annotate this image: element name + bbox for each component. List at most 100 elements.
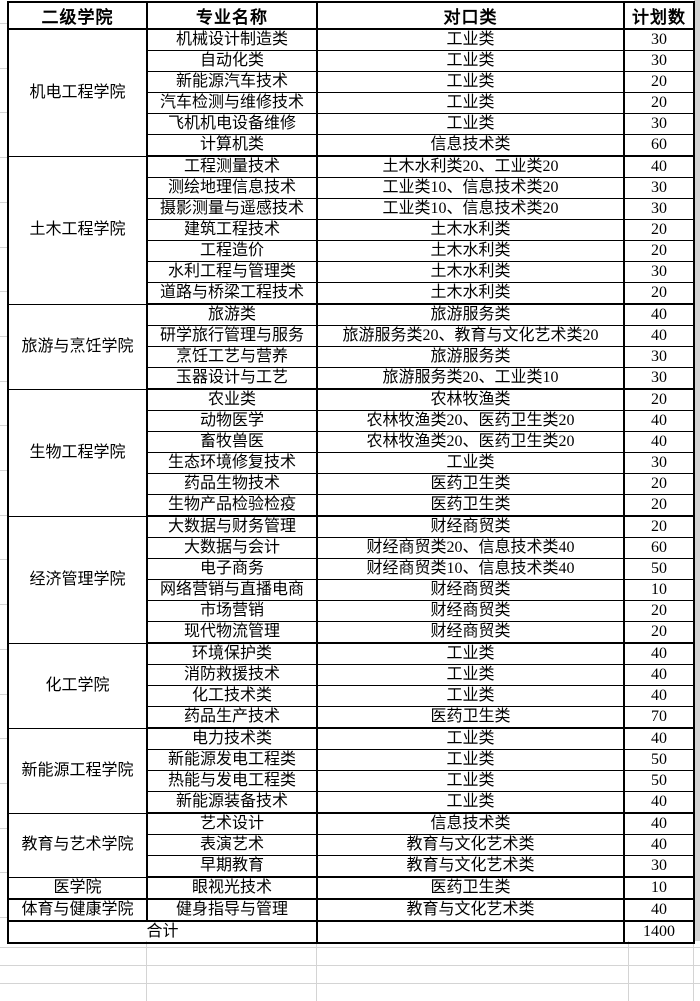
college-cell: 机电工程学院 <box>7 28 148 157</box>
table-row: 热能与发电工程类 工业类 50 <box>8 770 695 792</box>
table-row: 动物医学 农林牧渔类20、医药卫生类20 40 <box>8 410 695 432</box>
total-value-cell: 1400 <box>623 920 695 944</box>
category-cell: 旅游服务类20、工业类10 <box>316 367 625 390</box>
major-cell: 自动化类 <box>146 50 318 72</box>
table-row: 经济管理学院 大数据与财务管理 财经商贸类 20 <box>7 515 695 644</box>
plan-cell: 20 <box>623 92 695 114</box>
category-cell: 土木水利类20、工业类20 <box>316 155 625 178</box>
major-cell: 电子商务 <box>146 558 318 580</box>
table-row: 早期教育 教育与文化艺术类 30 <box>8 855 695 878</box>
gridline <box>0 425 7 426</box>
gridline <box>0 828 7 829</box>
gridline <box>0 604 7 605</box>
major-cell: 环境保护类 <box>146 642 318 665</box>
table-row: 汽车检测与维修技术 工业类 20 <box>8 92 695 114</box>
table-row: 药品生物技术 医药卫生类 20 <box>8 473 695 495</box>
gridline <box>0 917 7 918</box>
table-body: 机电工程学院 机械设计制造类 工业类 30 自动化类 工业类 30 新能源汽车技术 工业类 20 汽… <box>7 28 695 922</box>
enrollment-plan-table: 二级学院 专业名称 对口类 计划数 机电工程学院 机械设计制造类 工业类 30 自动化类… <box>7 1 695 944</box>
category-cell: 教育与文化艺术类 <box>316 898 625 922</box>
total-label-cell: 合计 <box>7 920 318 944</box>
table-row: 表演艺术 教育与文化艺术类 40 <box>8 834 695 856</box>
plan-cell: 10 <box>623 876 695 900</box>
category-cell: 旅游服务类20、教育与文化艺术类20 <box>316 325 625 347</box>
table-row: 飞机机电设备维修 工业类 30 <box>8 113 695 135</box>
major-cell: 机械设计制造类 <box>146 28 318 51</box>
gridline <box>0 157 7 158</box>
major-cell: 消防救援技术 <box>146 664 318 686</box>
category-cell: 医药卫生类 <box>316 473 625 495</box>
category-cell: 财经商贸类 <box>316 579 625 601</box>
major-cell: 药品生物技术 <box>146 473 318 495</box>
gridline <box>0 947 700 948</box>
major-cell: 生态环境修复技术 <box>146 452 318 474</box>
plan-cell: 40 <box>623 812 695 835</box>
table-row: 化工技术类 工业类 40 <box>8 685 695 707</box>
sheet-edge-strip <box>694 0 700 941</box>
category-cell: 工业类 <box>316 749 625 771</box>
category-cell: 工业类 <box>316 791 625 814</box>
category-cell: 信息技术类 <box>316 812 625 835</box>
table-row: 水利工程与管理类 土木水利类 30 <box>8 261 695 283</box>
table-row: 医学院 眼视光技术 医药卫生类 10 <box>7 876 695 900</box>
table-row: 生态环境修复技术 工业类 30 <box>8 452 695 474</box>
header-cell-category: 对口类 <box>316 1 625 30</box>
category-cell: 工业类 <box>316 664 625 686</box>
gridline <box>0 515 7 516</box>
category-cell: 工业类 <box>316 642 625 665</box>
plan-cell: 30 <box>623 177 695 199</box>
major-cell: 早期教育 <box>146 855 318 878</box>
gridline <box>0 291 7 292</box>
plan-cell: 50 <box>623 558 695 580</box>
gridline <box>0 68 7 69</box>
category-cell: 财经商贸类 <box>316 515 625 538</box>
table-row: 自动化类 工业类 30 <box>8 50 695 72</box>
category-cell: 财经商贸类20、信息技术类40 <box>316 537 625 559</box>
college-cell: 医学院 <box>7 876 148 900</box>
table-row: 烹饪工艺与营养 旅游服务类 30 <box>8 346 695 368</box>
major-cell: 新能源发电工程类 <box>146 749 318 771</box>
category-cell: 土木水利类 <box>316 282 625 305</box>
gridline <box>0 470 7 471</box>
plan-cell: 50 <box>623 770 695 792</box>
major-cell: 玉器设计与工艺 <box>146 367 318 390</box>
table-row: 计算机类 信息技术类 60 <box>8 134 695 157</box>
college-cell: 新能源工程学院 <box>7 727 148 814</box>
table-row: 市场营销 财经商贸类 20 <box>8 600 695 622</box>
plan-cell: 30 <box>623 50 695 72</box>
plan-cell: 20 <box>623 71 695 93</box>
major-cell: 水利工程与管理类 <box>146 261 318 283</box>
category-cell: 医药卫生类 <box>316 706 625 729</box>
plan-cell: 40 <box>623 155 695 178</box>
plan-cell: 40 <box>623 834 695 856</box>
major-cell: 艺术设计 <box>146 812 318 835</box>
major-cell: 汽车检测与维修技术 <box>146 92 318 114</box>
plan-cell: 20 <box>623 621 695 644</box>
table-row: 旅游与烹饪学院 旅游类 旅游服务类 40 <box>7 303 695 390</box>
major-cell: 工程造价 <box>146 240 318 262</box>
plan-cell: 20 <box>623 219 695 241</box>
plan-cell: 40 <box>623 727 695 750</box>
major-cell: 摄影测量与遥感技术 <box>146 198 318 220</box>
header-cell-college: 二级学院 <box>7 1 148 30</box>
major-cell: 市场营销 <box>146 600 318 622</box>
college-cell: 土木工程学院 <box>7 155 148 305</box>
gridline <box>146 941 147 1001</box>
header-cell-major: 专业名称 <box>146 1 318 30</box>
table-row: 化工学院 环境保护类 工业类 40 <box>7 642 695 729</box>
college-cell: 经济管理学院 <box>7 515 148 644</box>
category-cell: 旅游服务类 <box>316 303 625 326</box>
header-cell-plan: 计划数 <box>623 1 695 30</box>
plan-cell: 70 <box>623 706 695 729</box>
college-cell: 生物工程学院 <box>7 388 148 517</box>
college-cell: 旅游与烹饪学院 <box>7 303 148 390</box>
table-row: 玉器设计与工艺 旅游服务类20、工业类10 30 <box>8 367 695 390</box>
major-cell: 农业类 <box>146 388 318 411</box>
plan-cell: 40 <box>623 303 695 326</box>
category-cell: 工业类 <box>316 92 625 114</box>
plan-cell: 20 <box>623 600 695 622</box>
plan-cell: 40 <box>623 642 695 665</box>
table-row: 新能源发电工程类 工业类 50 <box>8 749 695 771</box>
major-cell: 大数据与财务管理 <box>146 515 318 538</box>
